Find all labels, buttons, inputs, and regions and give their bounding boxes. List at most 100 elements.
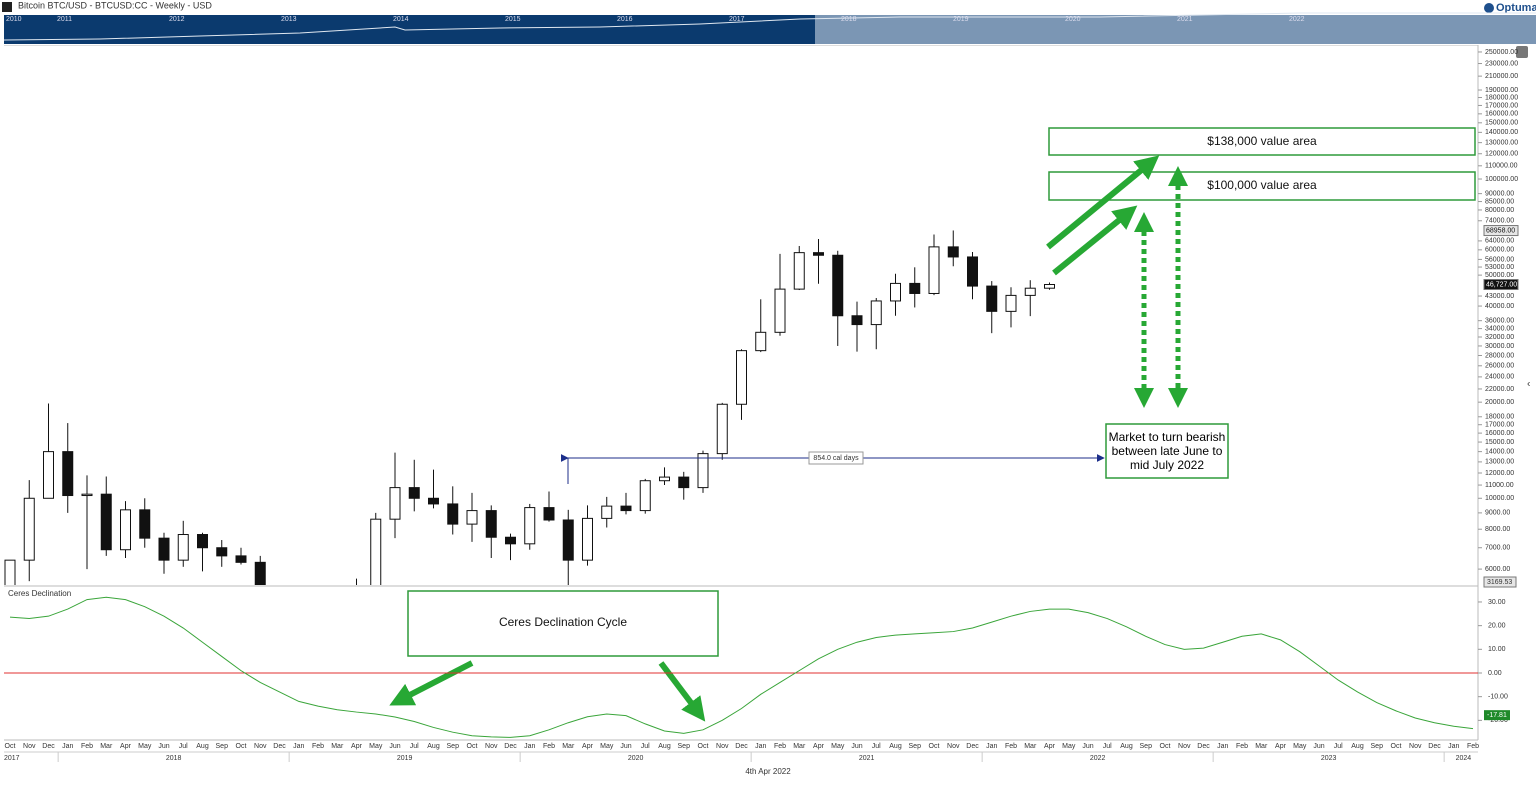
year-label: 2023 xyxy=(1321,755,1337,762)
month-label: Feb xyxy=(1005,743,1017,750)
month-label: Mar xyxy=(562,743,575,750)
candle-body xyxy=(755,331,767,352)
y-tick-label: 15000.00 xyxy=(1485,439,1514,446)
title-bar xyxy=(0,0,1536,14)
navigator-year: 2011 xyxy=(57,16,72,23)
month-label: Jul xyxy=(872,743,881,750)
month-label: Jul xyxy=(641,743,650,750)
y-tick-label: 60000.00 xyxy=(1485,247,1514,254)
month-label: Nov xyxy=(485,743,498,750)
month-label: Aug xyxy=(196,743,209,750)
annotation-text: Ceres Declination Cycle xyxy=(499,615,627,629)
y-tick-label: 20.00 xyxy=(1488,622,1506,629)
candle-body xyxy=(620,505,632,512)
navigator-year: 2020 xyxy=(1065,16,1081,23)
app-icon xyxy=(2,2,12,12)
candle-body xyxy=(890,282,901,302)
navigator-year: 2012 xyxy=(169,16,185,23)
y-tick-label: 230000.00 xyxy=(1485,60,1518,67)
candle-body xyxy=(139,509,151,539)
candle-body xyxy=(928,246,940,294)
y-tick-label: 6000.00 xyxy=(1485,566,1510,573)
month-label: Nov xyxy=(716,743,729,750)
candle-body xyxy=(389,487,401,520)
month-label: May xyxy=(831,743,845,750)
candle-body xyxy=(447,503,459,525)
y-tick-label: 36000.00 xyxy=(1485,318,1514,325)
navigator-year: 2014 xyxy=(393,16,409,23)
month-label: Apr xyxy=(1275,743,1287,750)
month-label: Oct xyxy=(467,743,478,750)
y-tick-label: 24000.00 xyxy=(1485,374,1514,381)
lock-icon[interactable] xyxy=(1516,46,1528,58)
month-label: Oct xyxy=(236,743,247,750)
month-label: Dec xyxy=(1428,743,1441,750)
candle-body xyxy=(639,480,651,512)
y-tick-label: 110000.00 xyxy=(1485,163,1518,170)
month-label: Jan xyxy=(524,743,535,750)
y-tick-label: 9000.00 xyxy=(1485,510,1510,517)
month-label: Nov xyxy=(1409,743,1422,750)
month-label: Mar xyxy=(793,743,806,750)
price-marker-label: 68958.00 xyxy=(1486,227,1515,234)
annotation-text: $100,000 value area xyxy=(1207,178,1317,192)
month-label: Mar xyxy=(1024,743,1037,750)
navigator-year: 2016 xyxy=(617,16,633,23)
y-tick-label: 170000.00 xyxy=(1485,102,1518,109)
month-label: Jul xyxy=(179,743,188,750)
month-label: Apr xyxy=(120,743,132,750)
month-label: Nov xyxy=(23,743,36,750)
annotation-text: Market to turn bearish between late June… xyxy=(1108,430,1226,472)
y-tick-label: 12000.00 xyxy=(1485,470,1514,477)
month-label: Dec xyxy=(42,743,55,750)
candle-body xyxy=(100,493,112,551)
y-tick-label: 50000.00 xyxy=(1485,272,1514,279)
candle-body xyxy=(967,256,978,287)
month-label: Jul xyxy=(1334,743,1343,750)
candle-body xyxy=(466,510,478,525)
navigator-year: 2022 xyxy=(1289,16,1305,23)
candle-body xyxy=(793,252,805,290)
y-tick-label: 28000.00 xyxy=(1485,352,1514,359)
month-label: Sep xyxy=(447,743,460,750)
month-label: Jan xyxy=(755,743,766,750)
y-tick-label: 34000.00 xyxy=(1485,325,1514,332)
y-tick-label: 74000.00 xyxy=(1485,218,1514,225)
candle-body xyxy=(485,510,497,538)
candle-body xyxy=(275,625,285,636)
candle-body xyxy=(832,254,844,317)
month-label: Aug xyxy=(1120,743,1133,750)
navigator-line xyxy=(3,12,1536,41)
navigator-year: 2019 xyxy=(953,16,969,23)
candle-body xyxy=(870,300,882,326)
arrow xyxy=(658,661,706,722)
month-label: Feb xyxy=(312,743,324,750)
candle-body xyxy=(1044,284,1055,289)
month-label: Oct xyxy=(1160,743,1171,750)
month-label: Aug xyxy=(658,743,671,750)
navigator-year: 2018 xyxy=(841,16,857,23)
month-label: Dec xyxy=(735,743,748,750)
candle-body xyxy=(505,536,516,545)
candle-body xyxy=(736,350,747,405)
month-label: Feb xyxy=(81,743,93,750)
y-tick-label: 53000.00 xyxy=(1485,264,1514,271)
candle-body xyxy=(909,282,921,294)
value-marker-label: -17.81 xyxy=(1487,712,1507,719)
y-tick-label: 90000.00 xyxy=(1485,190,1514,197)
candle-body xyxy=(43,451,54,499)
navigator-year: 2015 xyxy=(505,16,521,23)
month-label: Jul xyxy=(410,743,419,750)
month-label: Apr xyxy=(582,743,594,750)
navigator[interactable] xyxy=(3,12,1536,44)
candle-body xyxy=(370,518,382,585)
pane-title: Ceres Declination xyxy=(8,589,71,598)
candle-body xyxy=(774,288,786,333)
navigator-year: 2017 xyxy=(729,16,745,23)
y-tick-label: 8000.00 xyxy=(1485,526,1510,533)
month-label: Sep xyxy=(216,743,229,750)
candle-body xyxy=(813,252,824,256)
collapse-arrow[interactable]: ‹ xyxy=(1527,379,1530,390)
brand: Optuma xyxy=(1496,2,1536,14)
month-label: Sep xyxy=(678,743,691,750)
